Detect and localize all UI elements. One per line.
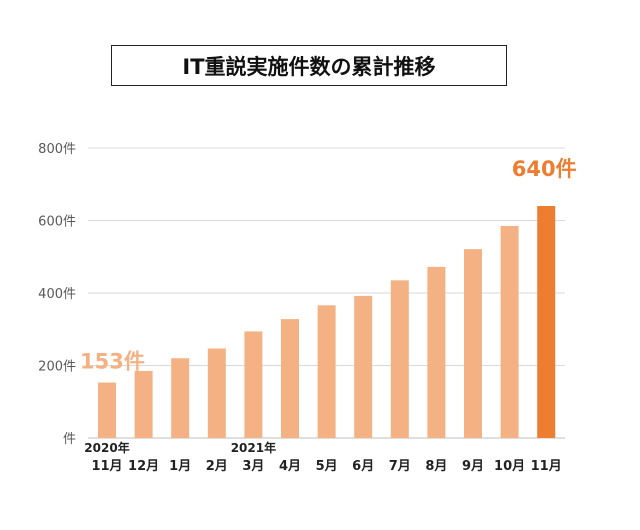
bar [317,305,336,438]
bar [244,331,263,438]
x-tick-label: 8月 [425,459,447,474]
bar [500,225,519,438]
x-tick-label: 9月 [462,459,484,474]
data-label: 153件 [80,350,145,374]
x-tick-label: 2月 [206,459,228,474]
bar [354,295,373,438]
annotations: 153件 640件 [80,157,577,374]
bar [171,358,190,438]
bar [281,319,299,438]
x-tick-label: 12月 [128,459,159,474]
bar [207,348,226,438]
x-tick-label: 4月 [279,459,301,474]
bar [390,280,409,438]
chart-title: IT重説実施件数の累計推移 [111,45,507,86]
y-tick-label: 件 [63,432,76,447]
year-label: 2020年 [84,440,129,455]
x-tick-label: 6月 [352,459,374,474]
x-tick-label: 3月 [242,459,264,474]
x-tick-label: 11月 [91,459,122,474]
x-tick-label: 7月 [389,459,411,474]
bar [464,249,482,438]
x-tick-label: 5月 [316,459,338,474]
y-tick-label: 400件 [38,287,76,302]
x-tick-label: 11月 [531,459,562,474]
year-label: 2021年 [231,440,276,455]
bar [134,370,153,438]
bar [427,266,446,438]
x-tick-label: 10月 [494,459,525,474]
axis-labels: 件 200件 400件 600件 800件 11月 12月 1月 2月 3月 4月 5月 6月 7月 8月 9… [38,142,562,474]
x-tick-label: 1月 [169,459,191,474]
bars [98,206,556,438]
y-tick-label: 800件 [38,142,76,157]
y-tick-label: 200件 [38,360,76,375]
bar [98,382,116,438]
data-label: 640件 [512,157,577,181]
bar [537,206,556,438]
y-tick-label: 600件 [38,215,76,230]
